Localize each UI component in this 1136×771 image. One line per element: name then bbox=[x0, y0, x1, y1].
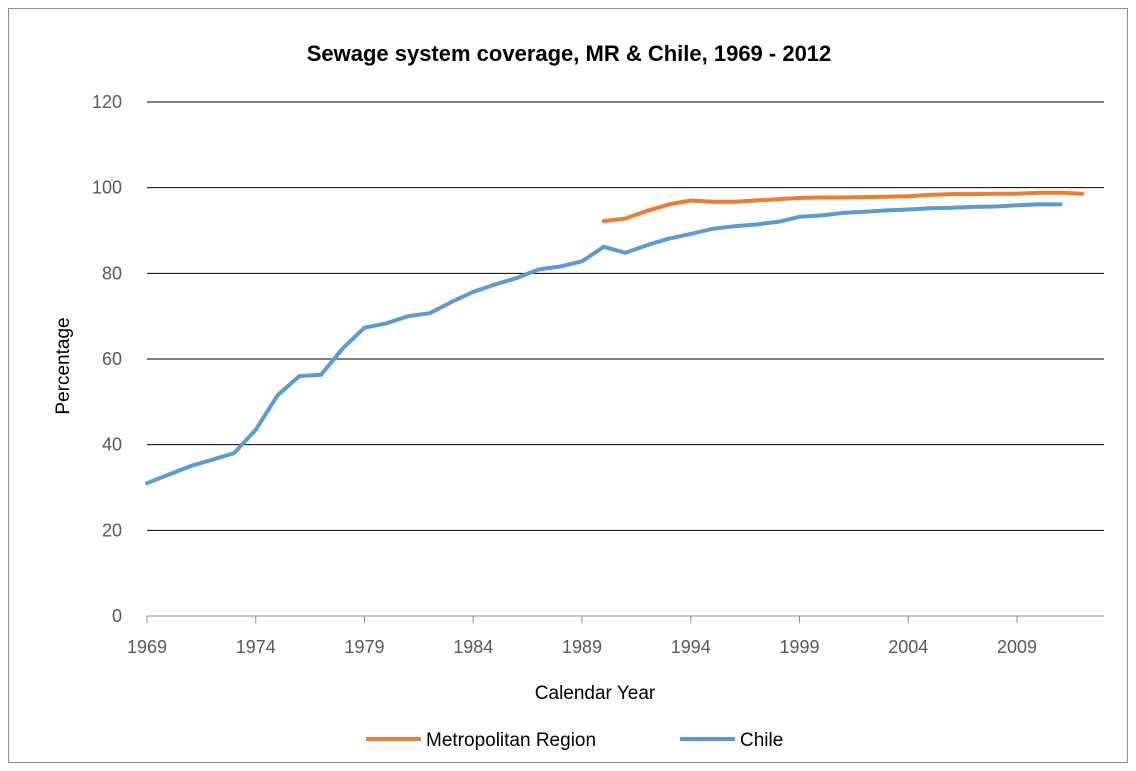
x-tick-label: 1974 bbox=[236, 637, 276, 657]
y-tick-label: 40 bbox=[102, 435, 122, 455]
y-tick-label: 20 bbox=[102, 520, 122, 540]
y-tick-label: 100 bbox=[92, 178, 122, 198]
y-tick-label: 120 bbox=[92, 92, 122, 112]
chart-frame: Sewage system coverage, MR & Chile, 1969… bbox=[8, 8, 1128, 763]
series-line-metropolitan-region bbox=[601, 190, 1085, 224]
series-lines bbox=[145, 190, 1085, 486]
x-tick-label: 1994 bbox=[671, 637, 711, 657]
x-axis: 1969 1974 1979 1984 1989 1994 1999 2004 2009 bbox=[127, 615, 1104, 657]
y-tick-label: 60 bbox=[102, 349, 122, 369]
legend: Metropolitan Region Chile bbox=[366, 730, 783, 751]
chart-title: Sewage system coverage, MR & Chile, 1969… bbox=[307, 41, 832, 66]
x-tick-label: 1989 bbox=[562, 637, 602, 657]
y-axis-label: Percentage bbox=[53, 317, 74, 414]
line-chart: Sewage system coverage, MR & Chile, 1969… bbox=[53, 41, 1104, 751]
x-tick-label: 1969 bbox=[127, 637, 167, 657]
x-tick-label: 1984 bbox=[453, 637, 493, 657]
series-line-chile bbox=[145, 202, 1063, 486]
x-tick-label: 1979 bbox=[344, 637, 384, 657]
y-tick-label: 0 bbox=[112, 606, 122, 626]
y-axis-ticks: 0 20 40 60 80 100 120 bbox=[92, 92, 122, 626]
y-tick-label: 80 bbox=[102, 263, 122, 283]
legend-label: Metropolitan Region bbox=[426, 730, 596, 751]
legend-label: Chile bbox=[740, 730, 783, 751]
x-tick-label: 2009 bbox=[997, 637, 1037, 657]
x-tick-label: 2004 bbox=[888, 637, 928, 657]
x-tick-label: 1999 bbox=[779, 637, 819, 657]
x-axis-label: Calendar Year bbox=[535, 683, 656, 704]
gridlines bbox=[147, 101, 1104, 531]
